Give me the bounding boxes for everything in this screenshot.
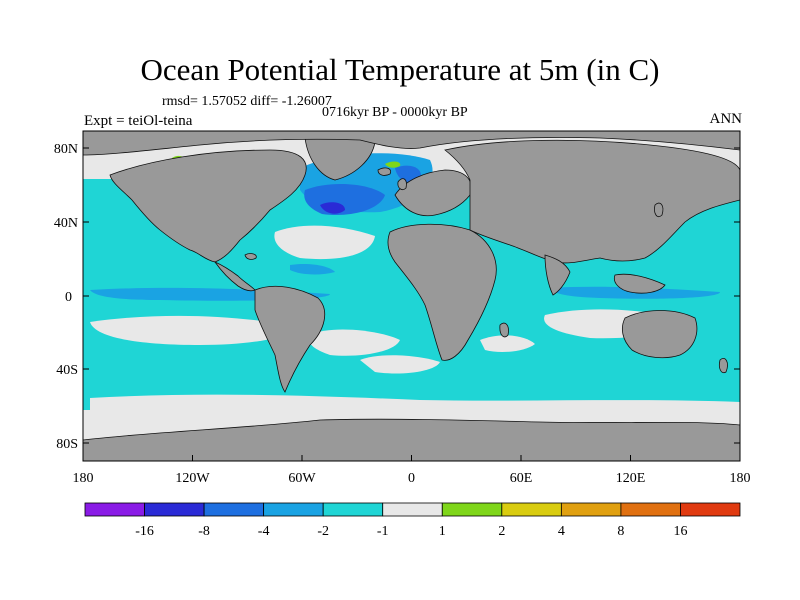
colorbar-label: -2 [317, 524, 329, 539]
japan [654, 202, 664, 218]
colorbar-swatch [501, 502, 562, 517]
colorbar-label: -1 [377, 524, 389, 539]
lon-tick-label: 120E [616, 471, 646, 486]
stats-label: rmsd= 1.57052 diff= -1.26007 [162, 94, 332, 109]
period-label: 0716kyr BP - 0000kyr BP [322, 105, 468, 120]
lon-tick-label: 60W [288, 471, 316, 486]
colorbar-label: 1 [439, 524, 446, 539]
colorbar-label: 16 [673, 524, 687, 539]
lat-tick-label: 0 [65, 290, 72, 305]
madagascar [499, 322, 509, 338]
lon-tick-label: 180 [73, 471, 94, 486]
colorbar-swatch [263, 502, 324, 517]
colorbar-swatch [203, 502, 265, 517]
cooling-very-strong [320, 202, 345, 214]
map-plot-area [83, 131, 740, 461]
colorbar-swatch [144, 502, 205, 517]
colorbar-label: 8 [617, 524, 624, 539]
caribbean-islands [244, 253, 257, 260]
lon-tick-label: 0 [408, 471, 415, 486]
colorbar-swatch [680, 502, 741, 517]
colorbar: -16 -8 -4 -2 -1 1 2 4 8 16 [84, 502, 741, 539]
colorbar-label: -8 [198, 524, 210, 539]
asia [444, 139, 740, 264]
colorbar-label: -16 [135, 524, 154, 539]
experiment-label: Expt = teiOl-teina [84, 113, 193, 129]
australia [621, 310, 698, 359]
iceland [377, 167, 392, 176]
lon-tick-label: 60E [510, 471, 533, 486]
british-isles [397, 178, 407, 190]
map-title: Ocean Potential Temperature at 5m (in C) [140, 52, 660, 87]
tick-marks [82, 147, 741, 461]
lat-tick-label: 80N [54, 142, 78, 157]
colorbar-swatch [84, 502, 145, 517]
colorbar-label: 4 [558, 524, 565, 539]
north-america [109, 149, 307, 263]
antarctica [83, 418, 740, 461]
lat-tick-label: 40S [56, 363, 78, 378]
south-america [254, 285, 326, 393]
southeast-asia [613, 273, 666, 294]
colorbar-swatch [620, 502, 681, 517]
colorbar-label: -4 [258, 524, 270, 539]
land-masses [83, 131, 740, 461]
new-zealand [718, 357, 728, 374]
colorbar-swatch [382, 502, 443, 517]
arctic-land [83, 131, 740, 156]
warm-patch [385, 161, 401, 168]
lat-tick-label: 40N [54, 216, 78, 231]
colorbar-swatch [441, 502, 503, 517]
colorbar-label: 2 [498, 524, 505, 539]
colorbar-swatch [560, 502, 622, 517]
lat-tick-label: 80S [56, 437, 78, 452]
season-label: ANN [709, 111, 743, 127]
india [544, 254, 571, 296]
lon-tick-label: 120W [175, 471, 210, 486]
colorbar-swatch [322, 502, 384, 517]
lon-tick-label: 180 [730, 471, 751, 486]
